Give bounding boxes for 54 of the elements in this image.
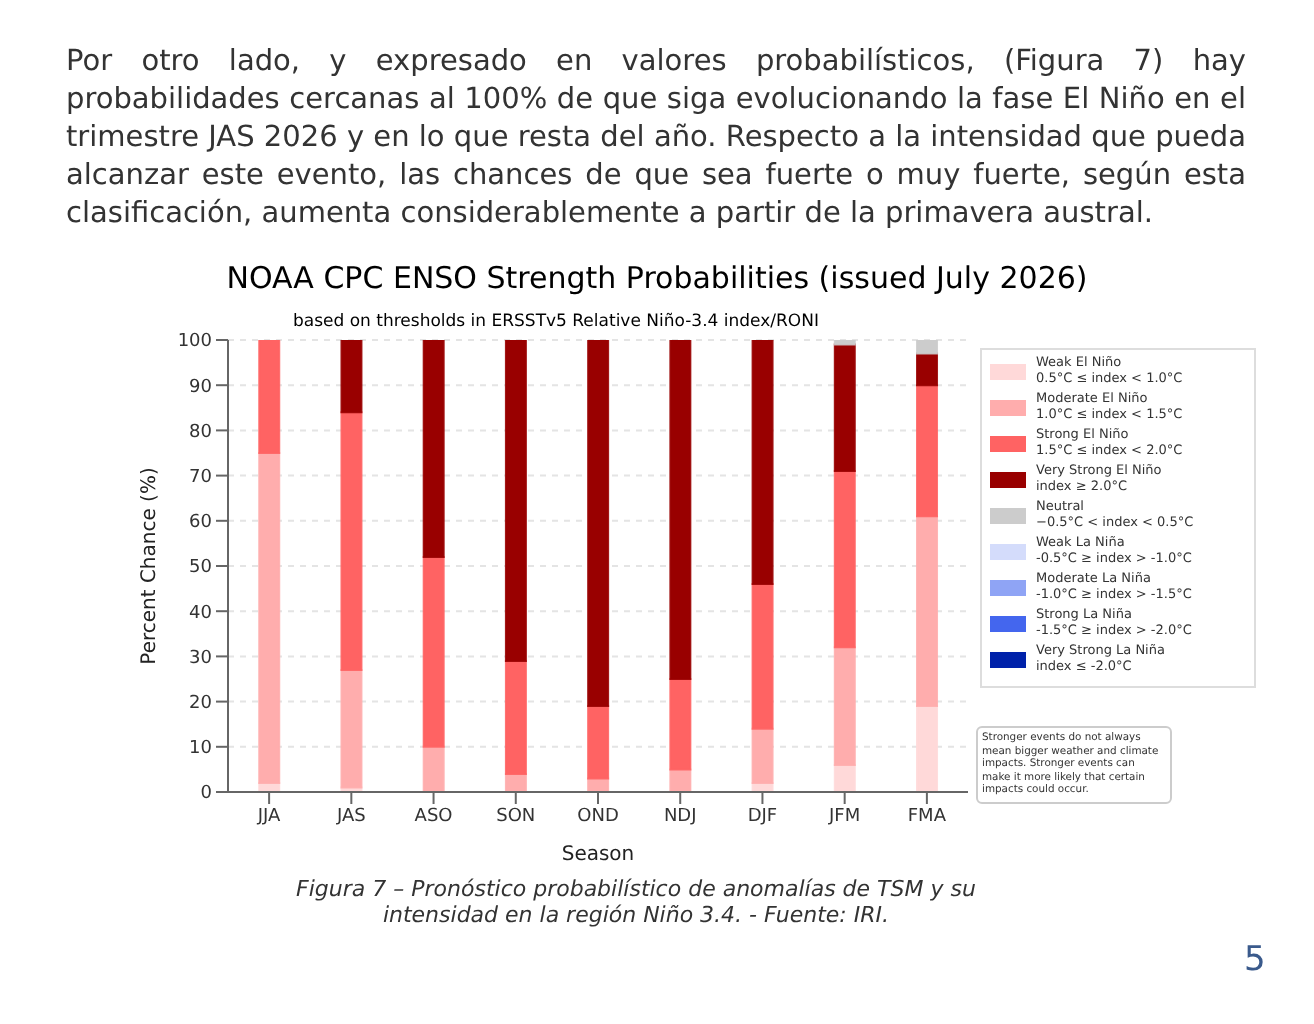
text: 5 bbox=[1244, 940, 1266, 980]
y-tick-label: 60 bbox=[189, 513, 213, 534]
bar bbox=[833, 646, 856, 766]
y-tick-label: 30 bbox=[189, 648, 213, 669]
bar bbox=[422, 340, 445, 558]
text: Por otro lado, y expresado en valores probabilísticos, (Figura 7) hay probabilidades cercanas al 100% de que siga evolucionando la fase El Niño en el trimestre JAS 2026 y en lo que resta del año. Respecto a la intensidad que pueda alcanzar este evento, las chances de que sea fuerte o muy fuerte, según esta clasificación, aumenta considerablemente a partir de la primavera austral. bbox=[66, 44, 1246, 234]
y-tick-label: 50 bbox=[189, 558, 213, 579]
x-tick-label: FMA bbox=[907, 806, 948, 827]
x-tick-label: DJF bbox=[747, 806, 778, 827]
y-tick-label: 40 bbox=[189, 603, 213, 624]
bar bbox=[916, 515, 939, 708]
bar bbox=[504, 659, 527, 775]
bar bbox=[916, 384, 939, 518]
y-tick-label: 20 bbox=[189, 693, 213, 714]
bar bbox=[340, 411, 363, 671]
y-axis-title: Percent Chance (%) bbox=[139, 467, 162, 665]
bar bbox=[258, 340, 281, 454]
x-tick-label: JJA bbox=[255, 806, 283, 827]
bar bbox=[669, 678, 692, 771]
y-tick-label: 90 bbox=[189, 377, 213, 398]
bar bbox=[751, 340, 774, 586]
bar bbox=[258, 452, 281, 784]
bar bbox=[833, 340, 856, 346]
bar bbox=[916, 340, 939, 355]
bar bbox=[340, 668, 363, 789]
x-tick-label: JFM bbox=[827, 806, 861, 827]
y-tick-label: 0 bbox=[200, 784, 213, 805]
chart-subtitle: based on thresholds in ERSSTv5 Relative Niño-3.4 index/RONI bbox=[291, 312, 821, 332]
x-tick-label: JAS bbox=[334, 806, 367, 827]
bar bbox=[669, 340, 692, 680]
y-tick-label: 10 bbox=[189, 739, 213, 760]
x-tick-label: NDJ bbox=[663, 806, 697, 827]
bar bbox=[833, 343, 856, 473]
bar bbox=[504, 340, 527, 662]
bar bbox=[916, 705, 939, 792]
bar bbox=[422, 555, 445, 748]
bar bbox=[833, 470, 856, 649]
chart-title: NOAA CPC ENSO Strength Probabilities (issued July 2026) bbox=[224, 260, 1090, 296]
y-tick-label: 100 bbox=[177, 332, 213, 353]
bar bbox=[587, 705, 610, 780]
y-tick-label: 70 bbox=[189, 467, 213, 488]
x-tick-label: SON bbox=[496, 806, 536, 827]
x-tick-label: OND bbox=[577, 806, 619, 827]
bar bbox=[422, 745, 445, 792]
x-axis-title: Season bbox=[561, 844, 635, 866]
bar bbox=[751, 727, 774, 784]
text: Figura 7 – Pronóstico probabilístico de anomalías de TSM y su intensidad en la región Niño 3.4. - Fuente: IRI. bbox=[294, 876, 978, 928]
bar bbox=[916, 352, 939, 387]
bar bbox=[587, 340, 610, 708]
bar bbox=[669, 768, 692, 792]
bar bbox=[751, 583, 774, 730]
bar bbox=[340, 340, 363, 414]
y-tick-label: 80 bbox=[189, 422, 213, 443]
x-tick-label: ASO bbox=[414, 806, 453, 827]
